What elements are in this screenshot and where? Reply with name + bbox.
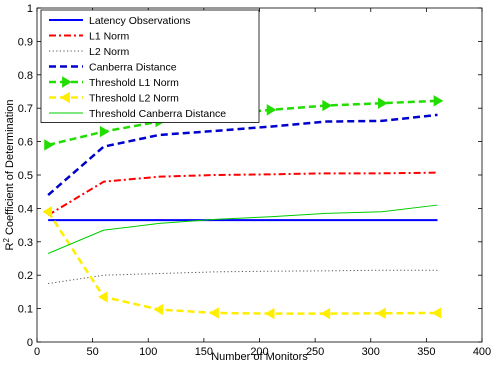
legend-item: Latency Observations bbox=[49, 15, 191, 27]
x-tick-label: 300 bbox=[362, 346, 380, 358]
data-point-marker bbox=[377, 97, 388, 109]
series-line bbox=[48, 269, 438, 285]
x-tick-label: 400 bbox=[473, 346, 491, 358]
data-point-marker bbox=[153, 303, 164, 316]
legend-item: L2 Norm bbox=[49, 46, 130, 58]
series-1 bbox=[47, 171, 438, 216]
legend-marker bbox=[62, 76, 72, 88]
y-tick-label: 0.5 bbox=[18, 170, 33, 182]
y-axis-label: R2 Coefficient of Determination bbox=[2, 100, 16, 251]
y-tick-label: 1 bbox=[27, 3, 33, 15]
data-point-marker bbox=[209, 307, 219, 319]
legend-label: Canberra Distance bbox=[89, 62, 177, 74]
y-tick-label: 0 bbox=[27, 337, 33, 349]
y-axis-label-main: R bbox=[4, 243, 16, 251]
y-axis-label-superscript: 2 bbox=[2, 238, 11, 243]
series-line bbox=[47, 171, 438, 216]
data-point-marker bbox=[97, 291, 108, 303]
y-axis-label-rest: Coefficient of Determination bbox=[4, 100, 16, 239]
x-tick-label: 0 bbox=[34, 346, 40, 358]
x-tick-label: 100 bbox=[139, 346, 157, 358]
x-tick-label: 250 bbox=[306, 346, 324, 358]
legend: Latency Observations L1 Norm L2 Norm Canber… bbox=[40, 9, 260, 123]
y-tick-label: 0.1 bbox=[18, 304, 33, 316]
series-6 bbox=[47, 204, 438, 254]
legend-label: Threshold Canberra Distance bbox=[89, 108, 226, 120]
legend-label: Threshold L1 Norm bbox=[89, 77, 179, 89]
data-point-marker bbox=[376, 307, 386, 319]
data-point-marker bbox=[322, 99, 333, 112]
axis-ticks: 0 50 100 150 200 250 300 350 400 0 0.1 0.2 0.3 0.4 0.5… bbox=[18, 3, 491, 358]
y-tick-label: 0.8 bbox=[18, 70, 33, 82]
y-tick-label: 0.6 bbox=[18, 137, 33, 149]
x-tick-label: 50 bbox=[87, 346, 99, 358]
series-line bbox=[47, 211, 438, 315]
legend-item: Threshold Canberra Distance bbox=[49, 108, 226, 120]
series-line bbox=[47, 204, 438, 254]
legend-item: Canberra Distance bbox=[49, 62, 177, 74]
data-point-marker bbox=[44, 139, 54, 151]
series-line bbox=[47, 113, 438, 196]
y-tick-label: 0.3 bbox=[18, 237, 33, 249]
legend-label: Latency Observations bbox=[89, 15, 191, 27]
y-tick-label: 0.7 bbox=[18, 103, 33, 115]
legend-item: Threshold L2 Norm bbox=[49, 91, 179, 105]
legend-item: L1 Norm bbox=[49, 31, 130, 43]
series-2 bbox=[48, 269, 438, 285]
y-tick-label: 0.2 bbox=[18, 270, 33, 282]
legend-label: L2 Norm bbox=[89, 46, 130, 58]
legend-label: Threshold L2 Norm bbox=[89, 93, 179, 105]
data-point-marker bbox=[431, 307, 442, 319]
data-point-marker bbox=[266, 104, 277, 116]
data-point-marker bbox=[99, 125, 110, 138]
x-tick-label: 150 bbox=[195, 346, 213, 358]
series-5 bbox=[42, 206, 442, 320]
legend-marker bbox=[60, 91, 70, 104]
series-line bbox=[47, 99, 438, 147]
data-point-marker bbox=[320, 307, 331, 320]
data-point-marker bbox=[264, 307, 275, 320]
legend-label: L1 Norm bbox=[89, 31, 130, 43]
data-point-marker bbox=[433, 95, 444, 107]
legend-item: Threshold L1 Norm bbox=[49, 76, 179, 89]
y-tick-label: 0.4 bbox=[18, 203, 33, 215]
series-3 bbox=[47, 113, 438, 196]
x-tick-label: 200 bbox=[250, 346, 268, 358]
x-axis-label: Number of Monitors bbox=[211, 351, 308, 363]
y-tick-label: 0.9 bbox=[18, 36, 33, 48]
data-point-marker bbox=[42, 206, 53, 218]
x-tick-label: 350 bbox=[417, 346, 435, 358]
